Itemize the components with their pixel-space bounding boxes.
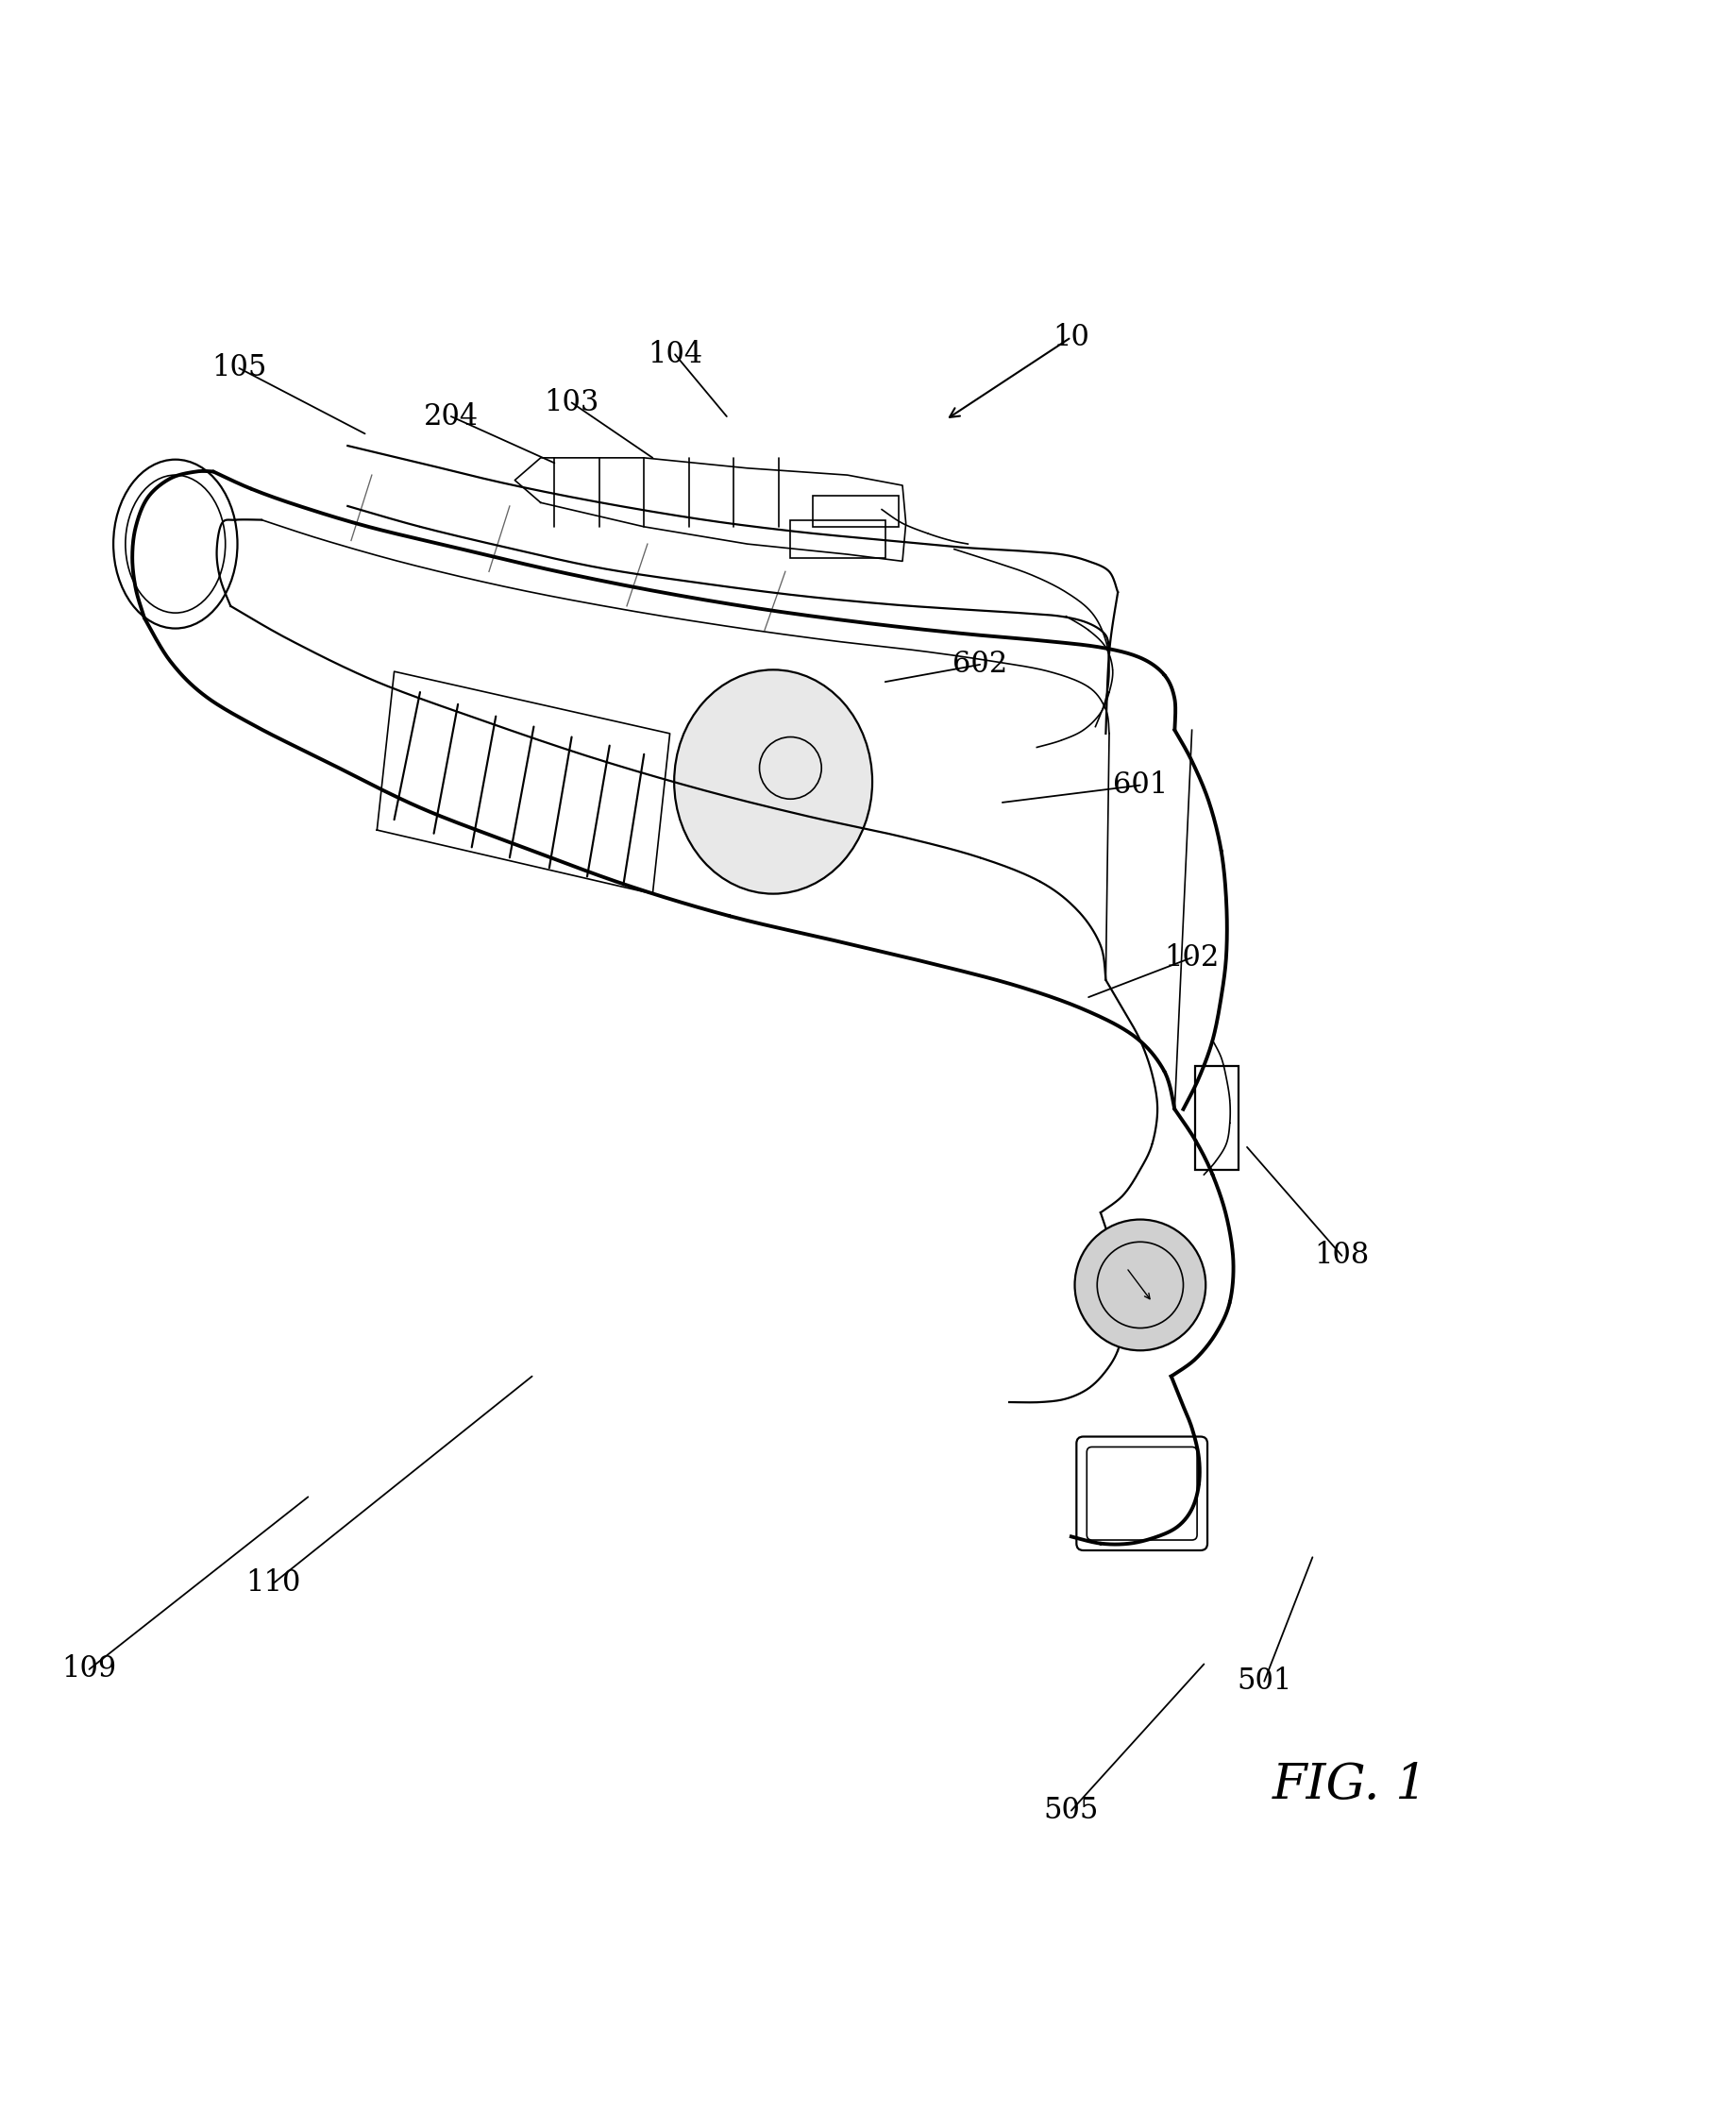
Text: 102: 102 — [1165, 943, 1219, 973]
Bar — [812, 495, 899, 527]
Text: 602: 602 — [953, 649, 1007, 679]
Text: 501: 501 — [1236, 1667, 1292, 1696]
Text: 110: 110 — [247, 1569, 300, 1597]
Text: 109: 109 — [62, 1654, 116, 1684]
Text: 103: 103 — [543, 387, 599, 417]
Ellipse shape — [674, 670, 871, 895]
Circle shape — [1075, 1220, 1207, 1351]
Text: 10: 10 — [1054, 324, 1090, 351]
Text: 505: 505 — [1043, 1796, 1099, 1825]
Bar — [790, 520, 885, 558]
Text: 104: 104 — [648, 341, 703, 368]
Text: 204: 204 — [424, 402, 479, 431]
Text: FIG. 1: FIG. 1 — [1272, 1760, 1429, 1808]
Text: 601: 601 — [1113, 770, 1168, 799]
Text: 108: 108 — [1314, 1242, 1370, 1271]
Bar — [1196, 1066, 1238, 1170]
Text: 105: 105 — [212, 353, 267, 383]
